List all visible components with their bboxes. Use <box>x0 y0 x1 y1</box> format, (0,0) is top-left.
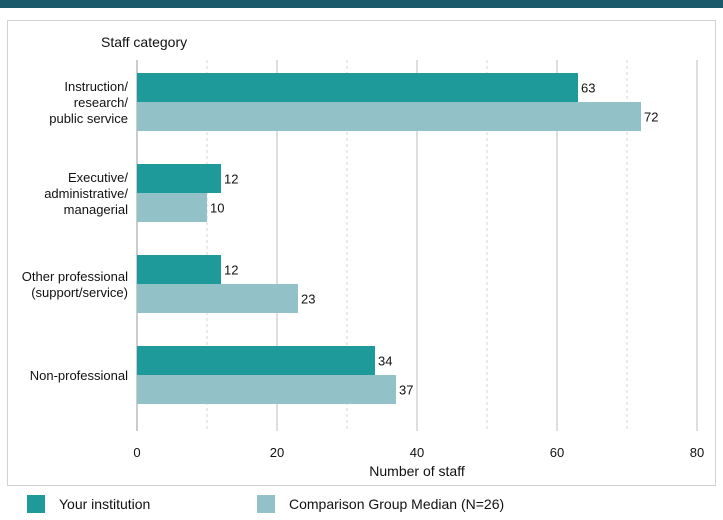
bar <box>137 193 207 222</box>
data-label: 12 <box>224 263 238 278</box>
data-label: 37 <box>399 383 413 398</box>
data-label: 23 <box>301 292 315 307</box>
data-label: 10 <box>210 201 224 216</box>
legend-swatch-your-institution <box>27 495 45 513</box>
bar-chart: 0 20 40 60 80 Staff category Number of staff 63… <box>22 34 704 479</box>
x-axis-label: Number of staff <box>369 463 465 479</box>
top-rule <box>0 0 723 8</box>
category-label: Non-professional <box>30 368 128 383</box>
legend-item-comparison-median: Comparison Group Median (N=26) <box>257 495 504 513</box>
legend-item-your-institution: Your institution <box>27 495 150 513</box>
bar <box>137 375 396 404</box>
bar <box>137 346 375 375</box>
data-label: 34 <box>378 354 392 369</box>
data-label: 63 <box>581 81 595 96</box>
x-tick-label: 20 <box>270 445 284 460</box>
bar <box>137 102 641 131</box>
data-label: 12 <box>224 172 238 187</box>
category-label: Other professional (support/service) <box>22 269 128 300</box>
x-tick-label: 60 <box>550 445 564 460</box>
legend-label-comparison-median: Comparison Group Median (N=26) <box>289 496 505 512</box>
legend: Your institution Comparison Group Median… <box>7 486 716 520</box>
bar <box>137 73 578 102</box>
x-tick-label: 40 <box>410 445 424 460</box>
x-tick-label: 80 <box>690 445 704 460</box>
chart-title: Staff category <box>101 34 187 50</box>
bar <box>137 284 298 313</box>
x-tick-label: 0 <box>133 445 140 460</box>
category-label: Executive/administrative/managerial <box>44 170 128 217</box>
bar <box>137 255 221 284</box>
data-label: 72 <box>644 110 658 125</box>
category-label: Instruction/research/public service <box>49 79 128 126</box>
legend-label-your-institution: Your institution <box>59 496 151 512</box>
legend-swatch-comparison-median <box>257 495 275 513</box>
bar <box>137 164 221 193</box>
